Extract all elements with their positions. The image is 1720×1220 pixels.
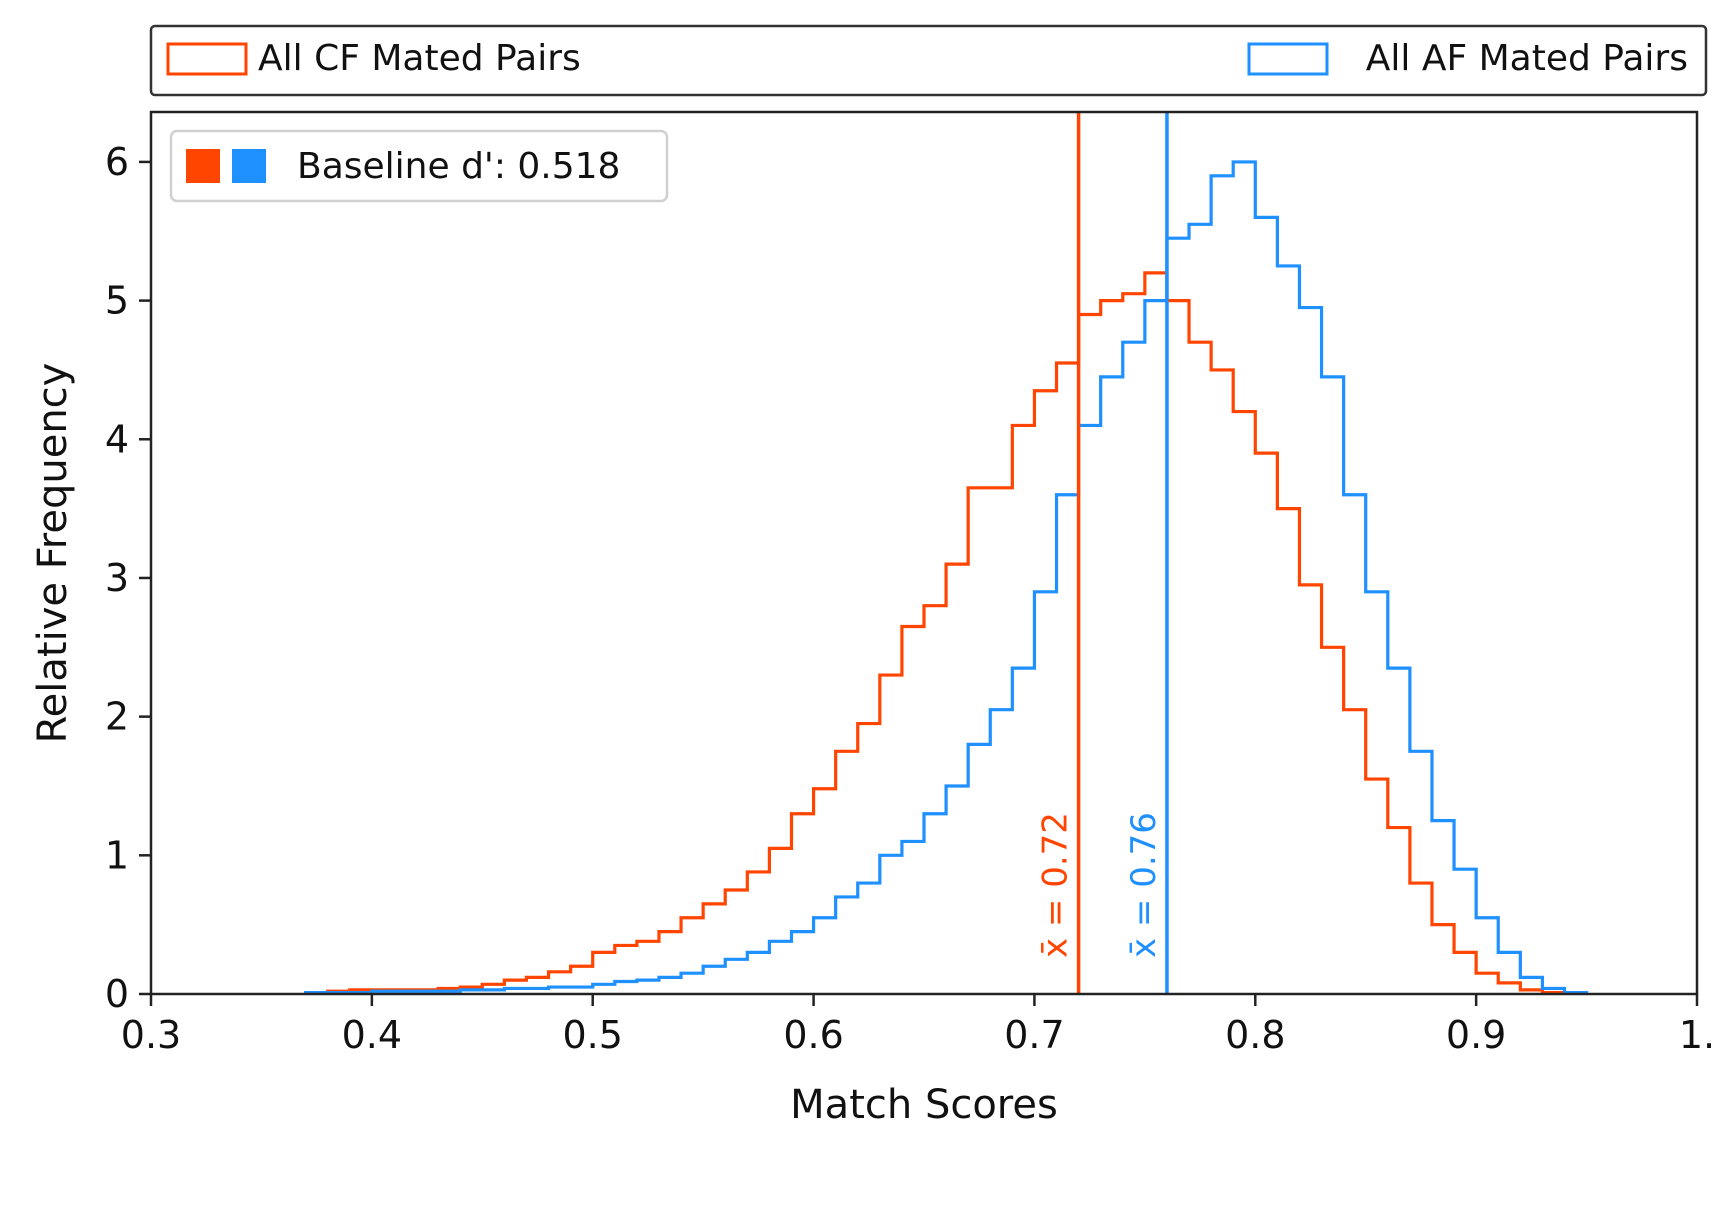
x-tick-label: 0.7 <box>1004 1013 1064 1057</box>
x-tick-label: 1. <box>1679 1013 1715 1057</box>
legend: All CF Mated Pairs All AF Mated Pairs <box>149 24 1708 97</box>
legend-label-af: All AF Mated Pairs <box>1366 38 1688 79</box>
legend-label-cf: All CF Mated Pairs <box>258 38 581 79</box>
x-tick-label: 0.3 <box>121 1013 181 1057</box>
y-tick-label: 5 <box>105 279 129 323</box>
y-tick-label: 4 <box>105 417 129 461</box>
x-tick-label: 0.4 <box>342 1013 402 1057</box>
y-axis-label: Relative Frequency <box>30 363 76 744</box>
mean-label-af: x̄ = 0.76 <box>1124 812 1164 958</box>
x-axis-label: Match Scores <box>790 1082 1058 1128</box>
y-tick-label: 0 <box>105 972 129 1016</box>
dprime-annotation: Baseline d': 0.518 <box>169 129 669 203</box>
y-tick-label: 6 <box>105 140 129 184</box>
y-tick-label: 2 <box>105 695 129 739</box>
y-tick-label: 3 <box>105 556 129 600</box>
y-tick-label: 1 <box>105 833 129 877</box>
x-tick-label: 0.8 <box>1225 1013 1285 1057</box>
x-tick-label: 0.5 <box>562 1013 622 1057</box>
x-tick-label: 0.6 <box>783 1013 843 1057</box>
mean-label-cf: x̄ = 0.72 <box>1036 812 1076 958</box>
legend-swatch-cf <box>166 42 248 76</box>
legend-swatch-af <box>1247 42 1329 76</box>
x-tick-label: 0.9 <box>1446 1013 1506 1057</box>
histogram-step-af <box>304 160 1589 994</box>
histogram-step-cf <box>304 271 1587 994</box>
cf-color-square <box>186 149 220 183</box>
plot-frame <box>149 110 1699 996</box>
baseline-dprime-text: Baseline d': 0.518 <box>297 146 620 187</box>
af-color-square <box>232 149 266 183</box>
